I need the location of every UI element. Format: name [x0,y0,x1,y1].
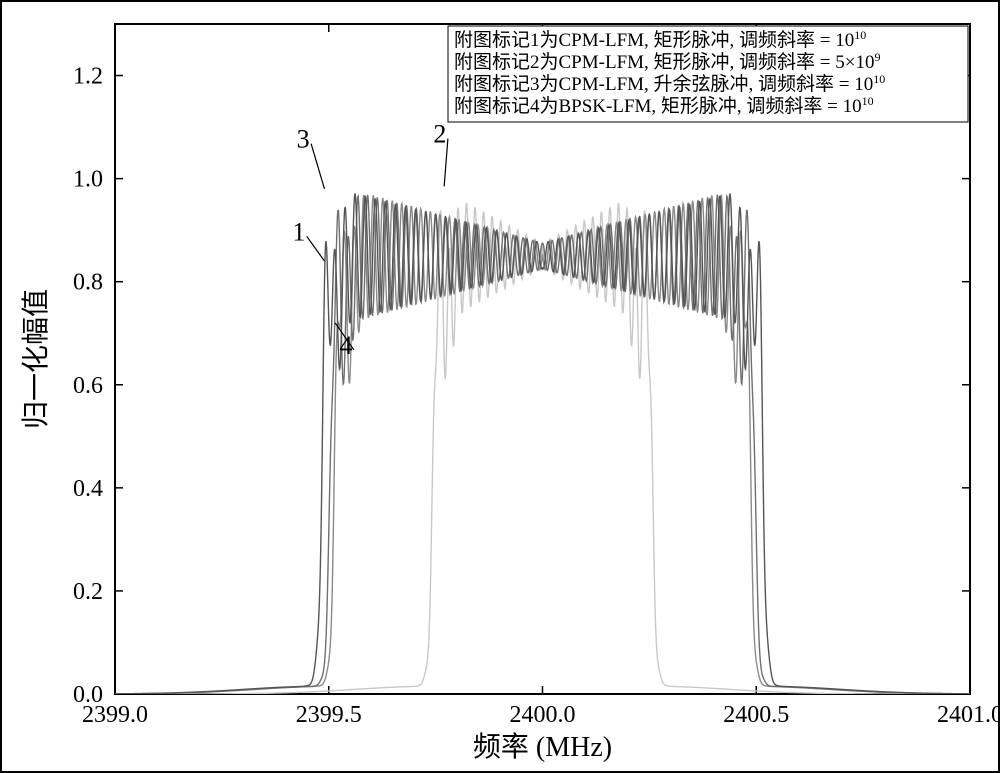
y-tick-label: 0.2 [73,579,103,605]
legend-item: 附图标记4为BPSK-LFM, 矩形脉冲, 调频斜率 = 1010 [454,94,874,117]
y-tick-label: 0.8 [73,270,103,296]
legend: 附图标记1为CPM-LFM, 矩形脉冲, 调频斜率 = 1010附图标记2为CP… [448,26,968,122]
x-tick-label: 2400.0 [510,702,576,728]
legend-item: 附图标记3为CPM-LFM, 升余弦脉冲, 调频斜率 = 1010 [454,72,885,95]
x-axis-label: 频率 (MHz) [473,731,612,763]
y-tick-label: 1.0 [73,167,103,193]
plot-frame [115,24,970,694]
x-tick-label: 2399.5 [296,702,362,728]
series-3 [115,193,970,693]
marker-label-1: 1 [292,217,305,246]
marker-label-2: 2 [433,120,446,149]
y-tick-label: 1.2 [73,64,103,90]
y-tick-label: 0.4 [73,476,103,502]
series-4 [115,195,970,694]
x-tick-label: 2400.5 [723,702,789,728]
marker-leader [307,236,325,261]
y-tick-label: 0.0 [73,682,103,708]
marker-leader [311,144,324,189]
marker-label-4: 4 [339,331,352,360]
legend-item: 附图标记1为CPM-LFM, 矩形脉冲, 调频斜率 = 1010 [454,28,866,51]
y-tick-label: 0.6 [73,373,103,399]
series-1 [115,195,970,694]
spectrum-chart: 2399.02399.52400.02400.52401.00.00.20.40… [0,0,1000,773]
marker-label-3: 3 [297,125,310,154]
series-group [115,193,970,694]
y-axis-label: 归一化幅值 [20,289,52,429]
legend-item: 附图标记2为CPM-LFM, 矩形脉冲, 调频斜率 = 5×109 [454,50,880,73]
series-2 [115,203,970,694]
x-tick-label: 2401.0 [937,702,1000,728]
